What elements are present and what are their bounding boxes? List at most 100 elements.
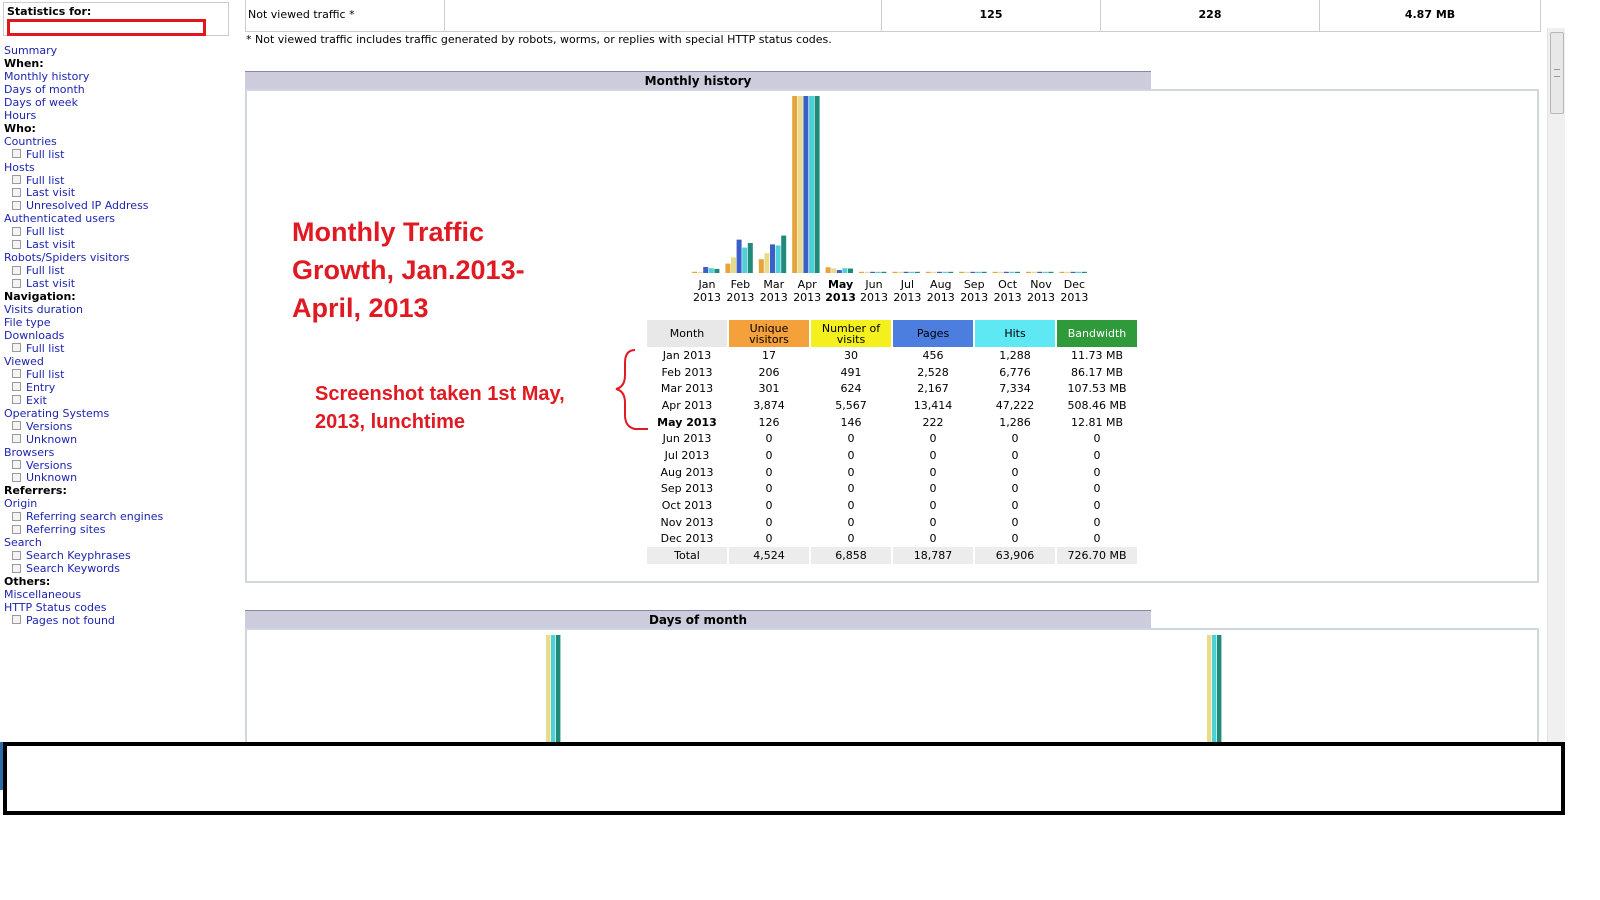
sidebar-item-days-of-month[interactable]: Days of month: [4, 82, 234, 97]
monthly-col-header-pages: Pages: [893, 320, 973, 347]
monthly-table-row: Apr 2013 3,874 5,567 13,414 47,222 508.46 MB: [647, 397, 1137, 414]
chart-bar: [809, 96, 814, 273]
sidebar-item-origin[interactable]: Origin: [4, 497, 234, 511]
sidebar-item-search[interactable]: Search: [4, 536, 234, 550]
subitem-bullet-icon: [12, 278, 21, 288]
value-cell: 5,567: [835, 398, 867, 412]
chart-bar: [942, 271, 948, 273]
sidebar-item-operating-systems[interactable]: Operating Systems: [4, 406, 234, 421]
chart-bar: [959, 271, 965, 273]
month-cell: Apr 2013: [661, 398, 713, 412]
sidebar-subitem-full-list[interactable]: Full list: [4, 174, 234, 188]
sidebar-subitem-full-list[interactable]: Full list: [4, 225, 234, 239]
sidebar-subitem-exit[interactable]: Exit: [4, 393, 234, 408]
monthly-table-row: May 2013 126 146 222 1,286 12.81 MB: [647, 414, 1137, 431]
sidebar-subitem-unknown[interactable]: Unknown: [4, 433, 234, 447]
sidebar-label: Navigation:: [4, 290, 76, 304]
sidebar-item-authenticated-users[interactable]: Authenticated users: [4, 212, 234, 226]
month-cell: Sep 2013: [660, 482, 714, 496]
chart-bar: [870, 271, 876, 273]
sidebar-subitem-full-list[interactable]: Full list: [4, 264, 234, 278]
sidebar-item-downloads[interactable]: Downloads: [4, 329, 234, 343]
sidebar-navigation: Summary When: Monthly history Days of month…: [4, 44, 234, 628]
chart-bar: [925, 271, 931, 273]
sidebar-label: Operating Systems: [4, 406, 110, 420]
scrollbar-thumb[interactable]: [1550, 32, 1564, 114]
value-cell: 11.73 MB: [1070, 348, 1124, 362]
annotation-brace: [615, 349, 648, 430]
sidebar-item-robots-spiders-visitors[interactable]: Robots/Spiders visitors: [4, 251, 234, 265]
sidebar-item-http-status-codes[interactable]: HTTP Status codes: [4, 601, 234, 615]
not-viewed-traffic-row: Not viewed traffic * 125 228 4.87 MB: [245, 0, 1541, 32]
value-cell: 624: [840, 382, 862, 396]
annotation-subtitle: Screenshot taken 1st May, 2013, lunchtim…: [315, 383, 565, 433]
sidebar-subitem-search-keywords[interactable]: Search Keywords: [4, 562, 234, 576]
sidebar-subitem-versions[interactable]: Versions: [4, 459, 234, 473]
value-cell: 0: [1093, 515, 1101, 529]
total-value-cell: 63,906: [975, 547, 1055, 564]
sidebar-subitem-last-visit[interactable]: Last visit: [4, 187, 234, 200]
page-scrollbar[interactable]: [1547, 28, 1565, 744]
chart-bar: [814, 96, 820, 273]
sidebar-item-days-of-week[interactable]: Days of week: [4, 96, 234, 110]
sidebar-subitem-full-list[interactable]: Full list: [4, 342, 234, 356]
sidebar-subitem-full-list[interactable]: Full list: [4, 148, 234, 162]
sidebar-subitem-full-list[interactable]: Full list: [4, 368, 234, 382]
sidebar-subitem-last-visit[interactable]: Last visit: [4, 277, 234, 291]
value-cell: 0: [929, 465, 937, 479]
chart-bar: [909, 271, 915, 273]
chart-bar: [742, 247, 748, 273]
chart-bar: [992, 271, 998, 273]
subitem-bullet-icon: [12, 460, 21, 469]
value-cell: 0: [1093, 499, 1101, 513]
scrollbar-grip-icon: [1554, 69, 1560, 77]
subitem-bullet-icon: [12, 511, 21, 521]
value-cell: 0: [1011, 448, 1019, 462]
value-cell: 0: [765, 515, 773, 529]
month-cell: Jun 2013: [662, 432, 712, 446]
subitem-bullet-icon: [12, 615, 21, 625]
sidebar-item-visits-duration[interactable]: Visits duration: [4, 303, 234, 317]
chart-bar: [797, 96, 803, 273]
sidebar-label: Browsers: [4, 445, 55, 459]
chart-bar: [825, 267, 831, 273]
days-chart-bar: [556, 635, 561, 745]
chart-x-tick-label: Aug 2013: [926, 278, 955, 304]
sidebar-subitem-referring-sites[interactable]: Referring sites: [4, 523, 234, 537]
sidebar-item-file-type[interactable]: File type: [4, 316, 234, 330]
chart-bar: [848, 268, 853, 273]
sidebar-subitem-versions[interactable]: Versions: [4, 420, 234, 434]
chart-bar: [937, 271, 942, 273]
subitem-bullet-icon: [12, 343, 21, 353]
sidebar-item-summary[interactable]: Summary: [4, 44, 234, 58]
sidebar-subitem-last-visit[interactable]: Last visit: [4, 238, 234, 252]
chart-x-tick-label: Apr 2013: [793, 278, 822, 304]
sidebar-subitem-unresolved-ip-address[interactable]: Unresolved IP Address: [4, 199, 234, 213]
value-cell: 0: [1011, 465, 1019, 479]
sidebar-label: Unresolved IP Address: [26, 199, 149, 213]
sidebar-item-countries[interactable]: Countries: [4, 135, 234, 149]
chart-bar: [842, 268, 848, 273]
chart-x-tick-label: Nov 2013: [1027, 278, 1055, 304]
value-cell: 0: [929, 532, 937, 546]
sidebar-subitem-entry[interactable]: Entry: [4, 381, 234, 395]
sidebar-subitem-referring-search-engines[interactable]: Referring search engines: [4, 510, 234, 524]
chart-bar: [708, 268, 714, 273]
sidebar-item-hours[interactable]: Hours: [4, 109, 234, 123]
sidebar-item-monthly-history[interactable]: Monthly history: [4, 70, 234, 84]
month-cell: Jul 2013: [664, 448, 710, 462]
month-cell: Jan 2013: [662, 348, 712, 362]
sidebar-item-browsers[interactable]: Browsers: [4, 445, 234, 460]
sidebar-subitem-search-keyphrases[interactable]: Search Keyphrases: [4, 549, 234, 563]
sidebar-item-hosts[interactable]: Hosts: [4, 161, 234, 175]
month-cell: Nov 2013: [660, 515, 714, 529]
sidebar-label: Days of month: [4, 82, 85, 96]
sidebar-item-miscellaneous[interactable]: Miscellaneous: [4, 588, 234, 602]
chart-bar: [859, 271, 864, 273]
sidebar-item-viewed[interactable]: Viewed: [4, 355, 234, 369]
not-viewed-pages: 125: [881, 0, 1100, 31]
sidebar-subitem-pages-not-found[interactable]: Pages not found: [4, 614, 234, 628]
sidebar-label: Exit: [26, 393, 47, 407]
sidebar-subitem-unknown[interactable]: Unknown: [4, 471, 234, 485]
chart-x-tick-label: Jun 2013: [860, 278, 888, 304]
